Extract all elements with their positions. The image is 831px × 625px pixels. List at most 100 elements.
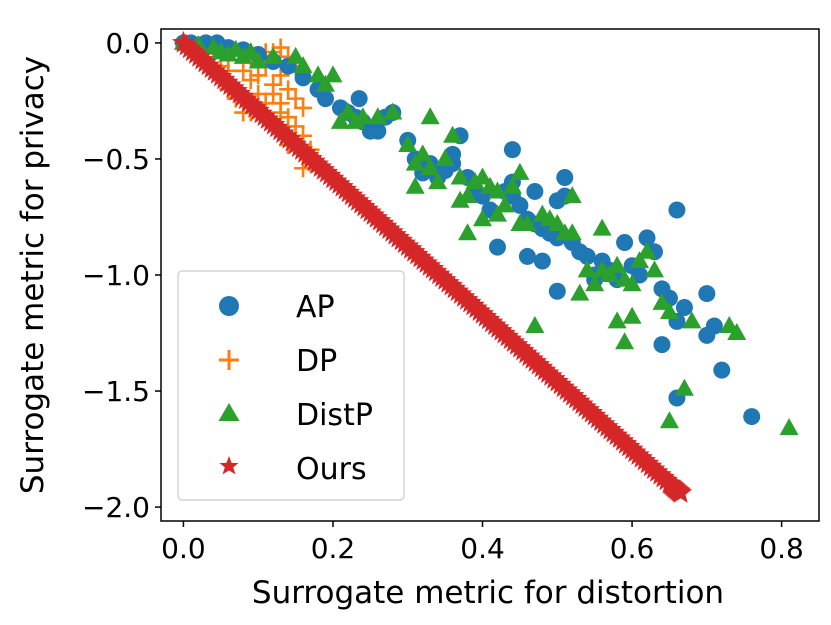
data-point-distp: [659, 411, 679, 429]
data-point-distp: [405, 176, 425, 194]
data-point-distp: [525, 316, 545, 334]
data-point-distp: [398, 135, 418, 153]
data-point-ap: [743, 408, 761, 426]
data-point-distp: [330, 111, 350, 129]
data-point-distp: [645, 260, 664, 278]
data-point-distp: [592, 218, 612, 236]
data-point-distp: [562, 223, 582, 241]
data-point-distp: [682, 311, 702, 329]
data-point-distp: [487, 204, 507, 222]
data-point-ap: [556, 169, 574, 187]
series-ours: [172, 30, 693, 503]
legend-box: [177, 270, 405, 501]
data-point-distp: [510, 162, 530, 180]
series-layer: [172, 30, 799, 503]
data-point-distp: [353, 107, 373, 125]
data-point-dp: [279, 108, 298, 127]
data-point-distp: [473, 209, 493, 227]
data-point-distp: [450, 190, 470, 208]
data-point-ap: [503, 141, 521, 159]
data-point-distp: [286, 46, 306, 64]
data-point-dp: [294, 98, 313, 117]
x-tick-label: 0.6: [610, 532, 655, 565]
y-tick-label: −0.5: [82, 143, 150, 176]
data-point-ap: [350, 90, 368, 108]
data-point-distp: [435, 148, 455, 166]
x-axis: 0.0 0.2 0.4 0.6 0.8: [161, 521, 804, 565]
data-point-distp: [547, 213, 567, 231]
data-point-distp: [241, 42, 261, 60]
data-point-distp: [465, 172, 485, 190]
y-tick-label: 0.0: [105, 27, 150, 60]
data-point-ap: [317, 90, 334, 108]
data-point-ap: [653, 336, 671, 354]
y-axis-label: Surrogate metric for privacy: [15, 56, 51, 494]
data-point-distp: [316, 74, 335, 92]
data-point-ap: [578, 247, 596, 265]
data-point-distp: [622, 274, 642, 292]
x-axis-label: Surrogate metric for distortion: [252, 575, 724, 611]
data-point-distp: [607, 311, 627, 329]
data-point-ap: [548, 282, 566, 300]
data-point-ap: [616, 234, 634, 252]
data-point-distp: [487, 181, 507, 199]
y-axis: 0.0 −0.5 −1.0 −1.5 −2.0: [82, 27, 161, 524]
data-point-distp: [345, 111, 365, 129]
x-tick-label: 0.2: [311, 532, 356, 565]
data-point-dp: [241, 71, 260, 90]
data-point-distp: [233, 46, 253, 64]
data-point-distp: [592, 260, 612, 278]
data-point-ours: [669, 481, 693, 503]
data-point-distp: [637, 241, 657, 259]
data-point-distp: [607, 255, 627, 273]
legend-label-ap: AP: [296, 290, 335, 325]
legend-marker-dp: [219, 350, 239, 370]
data-point-distp: [674, 378, 694, 396]
data-point-distp: [585, 274, 605, 292]
data-point-distp: [577, 260, 597, 278]
data-point-distp: [652, 292, 672, 310]
data-point-distp: [428, 172, 448, 190]
data-point-distp: [458, 223, 478, 241]
data-point-distp: [263, 46, 283, 64]
data-point-distp: [338, 102, 358, 120]
data-point-ap: [698, 285, 716, 303]
legend-marker-ours: [219, 456, 239, 475]
data-point-distp: [622, 306, 642, 324]
data-point-distp: [517, 213, 537, 231]
data-point-distp: [727, 323, 747, 341]
data-point-ap: [713, 361, 731, 379]
legend-item-ours: Ours: [219, 452, 367, 487]
data-point-ap: [518, 247, 536, 265]
legend-item-dp: DP: [219, 344, 337, 379]
data-point-distp: [473, 167, 493, 185]
legend-item-distp: DistP: [218, 398, 373, 433]
data-point-distp: [659, 302, 679, 320]
x-tick-label: 0.0: [161, 532, 206, 565]
data-point-distp: [293, 56, 313, 74]
data-point-ap: [638, 229, 656, 247]
data-point-distp: [570, 283, 590, 301]
data-point-distp: [368, 107, 388, 125]
data-point-distp: [248, 51, 268, 69]
x-tick-label: 0.8: [759, 532, 804, 565]
data-point-ap: [488, 238, 506, 256]
legend-label-ours: Ours: [296, 452, 367, 487]
data-point-distp: [443, 125, 463, 143]
data-point-ap: [705, 317, 723, 335]
data-point-distp: [413, 144, 433, 162]
data-point-distp: [779, 418, 799, 436]
data-point-distp: [502, 176, 522, 194]
series-distp: [173, 32, 799, 436]
data-point-dp: [279, 80, 298, 99]
y-tick-label: −1.0: [82, 259, 150, 292]
y-tick-label: −2.0: [82, 491, 150, 524]
data-point-distp: [323, 65, 343, 83]
data-point-ap: [533, 252, 551, 270]
data-point-ap: [294, 69, 312, 87]
data-point-distp: [308, 65, 328, 83]
legend-marker-ap: [219, 296, 239, 316]
x-tick-label: 0.4: [460, 532, 505, 565]
y-tick-label: −1.5: [82, 375, 150, 408]
